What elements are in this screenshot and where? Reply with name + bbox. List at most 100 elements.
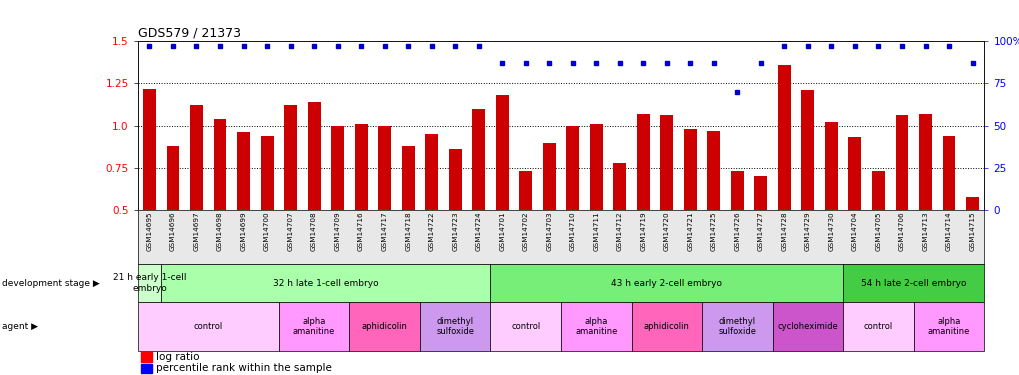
Bar [190,105,203,210]
Text: GDS579 / 21373: GDS579 / 21373 [138,26,240,39]
Bar [589,124,602,210]
Text: GSM14700: GSM14700 [264,211,270,251]
Text: cycloheximide: cycloheximide [776,322,838,331]
Text: GSM14696: GSM14696 [170,211,176,251]
Text: alpha
amanitine: alpha amanitine [927,316,969,336]
Bar [448,149,462,210]
Text: GSM14695: GSM14695 [147,211,152,251]
Bar [707,131,719,210]
Text: GSM14716: GSM14716 [358,211,364,251]
Bar [843,264,983,302]
Bar [141,352,152,362]
Text: dimethyl
sulfoxide: dimethyl sulfoxide [717,316,756,336]
Text: GSM14727: GSM14727 [757,211,763,251]
Text: 43 h early 2-cell embryo: 43 h early 2-cell embryo [610,279,721,288]
Text: GSM14715: GSM14715 [969,211,974,251]
Text: percentile rank within the sample: percentile rank within the sample [156,363,332,374]
Text: GSM14711: GSM14711 [593,211,599,251]
Text: GSM14701: GSM14701 [498,211,504,251]
Text: alpha
amanitine: alpha amanitine [575,316,616,336]
Bar [141,364,152,373]
Bar [871,171,884,210]
Text: GSM14718: GSM14718 [405,211,411,251]
Bar [331,126,343,210]
Text: GSM14722: GSM14722 [428,211,434,251]
Text: log ratio: log ratio [156,352,200,362]
Text: GSM14723: GSM14723 [451,211,458,251]
Bar [777,65,790,210]
Text: control: control [863,322,893,331]
Bar [801,90,813,210]
Bar [425,134,438,210]
Bar [490,264,843,302]
Text: GSM14725: GSM14725 [710,211,716,251]
Text: GSM14709: GSM14709 [334,211,340,251]
Bar [378,126,390,210]
Bar [138,264,161,302]
Bar [401,146,414,210]
Bar [848,138,861,210]
Text: GSM14729: GSM14729 [804,211,810,251]
Bar [472,109,485,210]
Bar [659,116,673,210]
Bar [143,88,156,210]
Text: development stage ▶: development stage ▶ [2,279,100,288]
Text: GSM14721: GSM14721 [687,211,693,251]
Bar [965,196,978,210]
Text: GSM14728: GSM14728 [781,211,787,251]
Bar [631,302,701,351]
Bar [895,116,908,210]
Text: aphidicolin: aphidicolin [362,322,408,331]
Bar [918,114,931,210]
Text: GSM14708: GSM14708 [311,211,317,251]
Bar [683,129,696,210]
Text: agent ▶: agent ▶ [2,322,38,331]
Text: GSM14724: GSM14724 [475,211,481,251]
Bar [566,126,579,210]
Text: GSM14730: GSM14730 [827,211,834,251]
Text: GSM14707: GSM14707 [287,211,293,251]
Bar [490,302,560,351]
Bar [636,114,649,210]
Text: GSM14698: GSM14698 [217,211,223,251]
Text: GSM14712: GSM14712 [616,211,623,251]
Bar [519,171,532,210]
Bar [284,105,297,210]
Bar [260,136,273,210]
Bar [161,264,490,302]
Bar [213,119,226,210]
Bar [236,132,250,210]
Text: aphidicolin: aphidicolin [643,322,689,331]
Bar [278,302,348,351]
Bar [843,302,913,351]
Bar [420,302,490,351]
Bar [701,302,772,351]
Text: GSM14703: GSM14703 [546,211,551,251]
Bar [913,302,983,351]
Text: 21 h early 1-cell
embryo: 21 h early 1-cell embryo [112,273,186,293]
Text: 32 h late 1-cell embryo: 32 h late 1-cell embryo [273,279,378,288]
Text: dimethyl
sulfoxide: dimethyl sulfoxide [436,316,474,336]
Bar [348,302,420,351]
Bar [495,95,508,210]
Text: GSM14726: GSM14726 [734,211,740,251]
Bar [355,124,367,210]
Bar [612,163,626,210]
Text: control: control [194,322,223,331]
Text: GSM14705: GSM14705 [874,211,880,251]
Bar [138,302,278,351]
Text: GSM14710: GSM14710 [570,211,575,251]
Text: GSM14706: GSM14706 [898,211,904,251]
Text: GSM14704: GSM14704 [851,211,857,251]
Bar [824,122,837,210]
Bar [560,302,631,351]
Bar [772,302,843,351]
Text: GSM14699: GSM14699 [240,211,247,251]
Bar [308,102,320,210]
Bar [942,136,955,210]
Text: control: control [511,322,540,331]
Text: GSM14713: GSM14713 [921,211,927,251]
Text: GSM14702: GSM14702 [522,211,528,251]
Text: alpha
amanitine: alpha amanitine [292,316,335,336]
Bar [166,146,179,210]
